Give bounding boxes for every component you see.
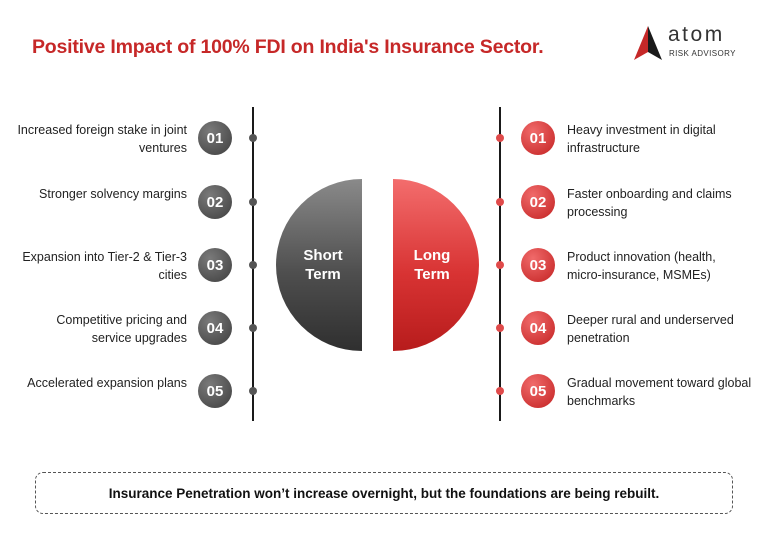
timeline-dot	[249, 387, 257, 395]
long-term-item-number: 01	[521, 121, 555, 155]
timeline-dot	[249, 324, 257, 332]
long-term-label: Long Term	[397, 246, 467, 284]
footer-callout: Insurance Penetration won’t increase ove…	[35, 472, 733, 514]
short-term-item-number: 02	[198, 185, 232, 219]
timeline-dot	[496, 261, 504, 269]
short-term-item-text: Accelerated expansion plans	[27, 376, 187, 390]
short-term-item-text: Increased foreign stake in joint venture…	[17, 123, 187, 155]
short-term-item-number: 03	[198, 248, 232, 282]
long-term-item-text: Gradual movement toward global benchmark…	[567, 376, 752, 408]
short-term-item-text: Stronger solvency margins	[39, 187, 187, 201]
short-term-label: Short Term	[288, 246, 358, 284]
long-term-item-text: Deeper rural and underserved penetration	[567, 313, 734, 345]
short-term-item-text: Expansion into Tier-2 & Tier-3 cities	[22, 250, 187, 282]
short-term-item-number: 01	[198, 121, 232, 155]
long-term-half-circle: Long Term	[393, 179, 479, 351]
timeline-dot	[496, 198, 504, 206]
short-term-label-line-2: Term	[305, 266, 341, 283]
short-term-item-number: 04	[198, 311, 232, 345]
triangle-logo-icon	[634, 26, 662, 60]
logo-wordmark: atom	[668, 23, 725, 46]
short-term-item-number: 05	[198, 374, 232, 408]
long-term-item-number: 02	[521, 185, 555, 219]
long-term-label-line-2: Term	[414, 266, 450, 283]
short-term-label-line-1: Short	[303, 247, 343, 264]
timeline-dot	[249, 198, 257, 206]
long-term-item-text: Heavy investment in digital infrastructu…	[567, 123, 716, 155]
logo-subtitle: RISK ADVISORY	[669, 49, 736, 58]
timeline-dot	[249, 134, 257, 142]
long-term-item-number: 05	[521, 374, 555, 408]
timeline-dot	[496, 387, 504, 395]
long-term-item-number: 03	[521, 248, 555, 282]
short-term-half-circle: Short Term	[276, 179, 362, 351]
brand-logo: atom RISK ADVISORY	[634, 23, 746, 62]
page-title: Positive Impact of 100% FDI on India's I…	[32, 36, 544, 58]
timeline-dot	[249, 261, 257, 269]
long-term-item-text: Faster onboarding and claims processing	[567, 187, 732, 219]
long-term-item-number: 04	[521, 311, 555, 345]
long-term-item-text: Product innovation (health, micro-insura…	[567, 250, 716, 282]
long-term-label-line-1: Long	[413, 247, 451, 264]
timeline-dot	[496, 134, 504, 142]
timeline-dot	[496, 324, 504, 332]
short-term-item-text: Competitive pricing and service upgrades	[56, 313, 187, 345]
